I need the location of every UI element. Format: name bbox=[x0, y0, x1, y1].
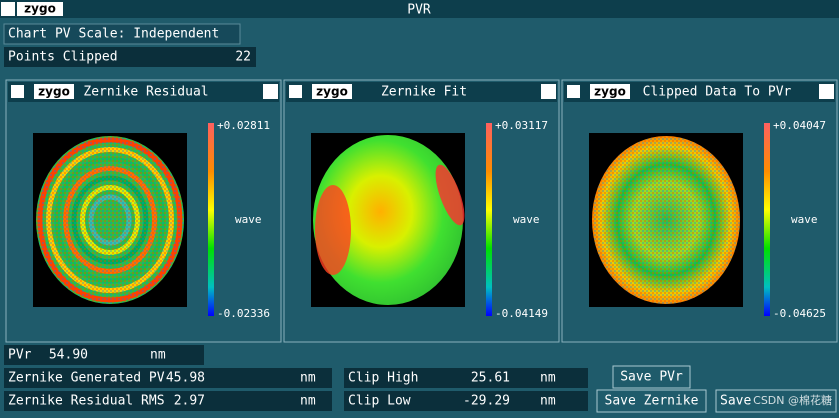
logo-box bbox=[590, 84, 630, 99]
unit: nm bbox=[150, 348, 166, 363]
logo: zygo bbox=[24, 2, 56, 16]
panel-title: Zernike Residual bbox=[83, 85, 208, 100]
pin-box[interactable] bbox=[541, 84, 556, 99]
field[interactable] bbox=[3, 23, 241, 45]
scale-min: -0.04149 bbox=[495, 307, 548, 320]
pin-box[interactable] bbox=[819, 84, 834, 99]
close-box[interactable] bbox=[289, 85, 302, 98]
noise bbox=[592, 136, 740, 304]
color-bar bbox=[208, 123, 214, 316]
panel-title-bar bbox=[8, 82, 279, 102]
button-label[interactable]: Save PVr bbox=[620, 370, 683, 385]
logo-box bbox=[34, 84, 74, 99]
noise bbox=[36, 136, 184, 304]
panel-title: Zernike Fit bbox=[381, 85, 467, 100]
scale-min: -0.02336 bbox=[217, 307, 270, 320]
button-label[interactable]: Save bbox=[720, 394, 751, 409]
panel-title: Clipped Data To PVr bbox=[643, 85, 792, 100]
value: 22 bbox=[235, 50, 251, 65]
panel-title-bar bbox=[564, 82, 835, 102]
value: -29.29 bbox=[463, 394, 510, 409]
label: Clip High bbox=[348, 371, 418, 386]
label: Zernike Generated PV bbox=[8, 371, 165, 386]
watermark: CSDN @棉花糖 bbox=[753, 393, 832, 407]
lobe bbox=[435, 164, 465, 226]
field bbox=[4, 47, 256, 67]
scale-max: +0.04047 bbox=[773, 119, 826, 132]
scale-option[interactable]: Chart PV Scale: Independent bbox=[8, 27, 219, 42]
unit: nm bbox=[300, 371, 316, 386]
window-title: PVR bbox=[407, 3, 431, 18]
scale-unit: wave bbox=[513, 213, 540, 226]
pin-box[interactable] bbox=[263, 84, 278, 99]
logo: zygo bbox=[38, 85, 70, 99]
button[interactable] bbox=[612, 365, 691, 389]
color-bar bbox=[764, 123, 770, 316]
value: 45.98 bbox=[166, 371, 205, 386]
field bbox=[344, 368, 588, 388]
field bbox=[4, 368, 332, 388]
scale-unit: wave bbox=[235, 213, 262, 226]
unit: nm bbox=[300, 394, 316, 409]
color-bar bbox=[486, 123, 492, 316]
logo: zygo bbox=[594, 85, 626, 99]
field bbox=[4, 391, 332, 411]
value: 2.97 bbox=[174, 394, 205, 409]
button-label[interactable]: Save Zernike bbox=[605, 394, 699, 409]
title-bar bbox=[0, 0, 839, 18]
label: Points Clipped bbox=[8, 50, 118, 65]
field bbox=[344, 391, 588, 411]
button[interactable] bbox=[596, 389, 707, 413]
close-box[interactable] bbox=[1, 2, 15, 16]
map bbox=[313, 135, 463, 305]
logo: zygo bbox=[316, 85, 348, 99]
lobe bbox=[315, 185, 351, 275]
value: 54.90 bbox=[49, 348, 88, 363]
value: 25.61 bbox=[471, 371, 510, 386]
logo-box bbox=[17, 2, 63, 16]
scale-max: +0.02811 bbox=[217, 119, 270, 132]
label: Clip Low bbox=[348, 394, 411, 409]
button[interactable] bbox=[715, 389, 837, 413]
unit: nm bbox=[540, 371, 556, 386]
close-box[interactable] bbox=[11, 85, 24, 98]
panel-title-bar bbox=[286, 82, 557, 102]
scale-unit: wave bbox=[791, 213, 818, 226]
label: Zernike Residual RMS bbox=[8, 394, 165, 409]
close-box[interactable] bbox=[567, 85, 580, 98]
label: PVr bbox=[8, 348, 32, 363]
unit: nm bbox=[540, 394, 556, 409]
logo-box bbox=[312, 84, 352, 99]
scale-max: +0.03117 bbox=[495, 119, 548, 132]
scale-min: -0.04625 bbox=[773, 307, 826, 320]
field bbox=[4, 345, 204, 365]
